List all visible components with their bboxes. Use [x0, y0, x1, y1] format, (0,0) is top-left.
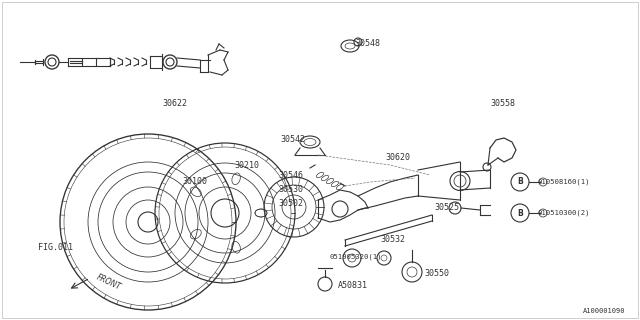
Text: FRONT: FRONT [95, 272, 122, 292]
Text: 30546: 30546 [278, 172, 303, 180]
Text: 30542: 30542 [280, 135, 305, 145]
Text: 30530: 30530 [278, 186, 303, 195]
Text: FIG.011: FIG.011 [38, 243, 73, 252]
Text: 30525: 30525 [434, 203, 459, 212]
Text: A100001090: A100001090 [582, 308, 625, 314]
Text: 30620: 30620 [385, 154, 410, 163]
Text: A50831: A50831 [338, 281, 368, 290]
Text: 30622: 30622 [163, 99, 188, 108]
Text: B: B [517, 209, 523, 218]
Text: 30100: 30100 [182, 178, 207, 187]
Text: 30558: 30558 [490, 99, 515, 108]
Text: B: B [517, 178, 523, 187]
Text: 30210: 30210 [234, 161, 259, 170]
Text: 010508160(1): 010508160(1) [537, 179, 589, 185]
Text: 30548: 30548 [355, 38, 380, 47]
Text: 30550: 30550 [424, 269, 449, 278]
Text: 30502: 30502 [278, 198, 303, 207]
Text: 010510300(2): 010510300(2) [537, 210, 589, 216]
Text: 30532: 30532 [380, 236, 405, 244]
Text: 051905320(1): 051905320(1) [330, 254, 383, 260]
